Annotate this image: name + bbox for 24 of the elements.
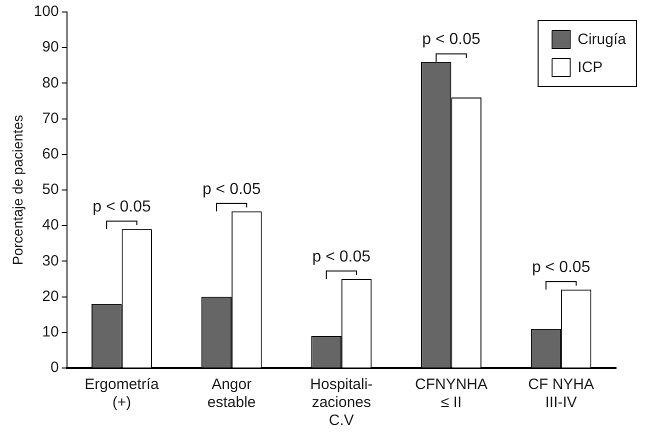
annotation: p < 0.05 [532, 259, 590, 276]
y-tick-label: 50 [42, 181, 59, 198]
y-tick-label: 90 [42, 38, 59, 56]
x-tick-label: CF NYHA III-IV [528, 376, 594, 412]
x-tick-label: Ergometría (+) [84, 376, 160, 412]
y-tick-label: 10 [42, 324, 59, 341]
annotation: p < 0.05 [202, 180, 261, 198]
x-tick-label: CFNYNHA ≤ II [414, 376, 488, 412]
y-tick-label: 30 [42, 252, 59, 270]
annotation: p < 0.05 [312, 248, 371, 266]
y-tick-label: 70 [42, 110, 59, 127]
y-tick-label: 80 [42, 74, 59, 92]
y-tick-label: 20 [42, 288, 59, 305]
x-tick-label: Hospitali- zaciones C.V [310, 376, 373, 430]
y-tick-label: 0 [50, 359, 59, 376]
y-tick-label: 100 [34, 3, 59, 20]
x-tick-label: Angor estable [207, 376, 256, 412]
y-tick-label: 40 [42, 216, 59, 234]
annotation: p < 0.05 [92, 198, 151, 216]
y-axis-title: Porcentaje de pacientes [9, 114, 26, 266]
y-tick-label: 60 [42, 146, 59, 163]
legend-label: Cirugía [578, 31, 627, 48]
annotation: p < 0.05 [422, 31, 480, 48]
legend-label: ICP [578, 59, 603, 76]
